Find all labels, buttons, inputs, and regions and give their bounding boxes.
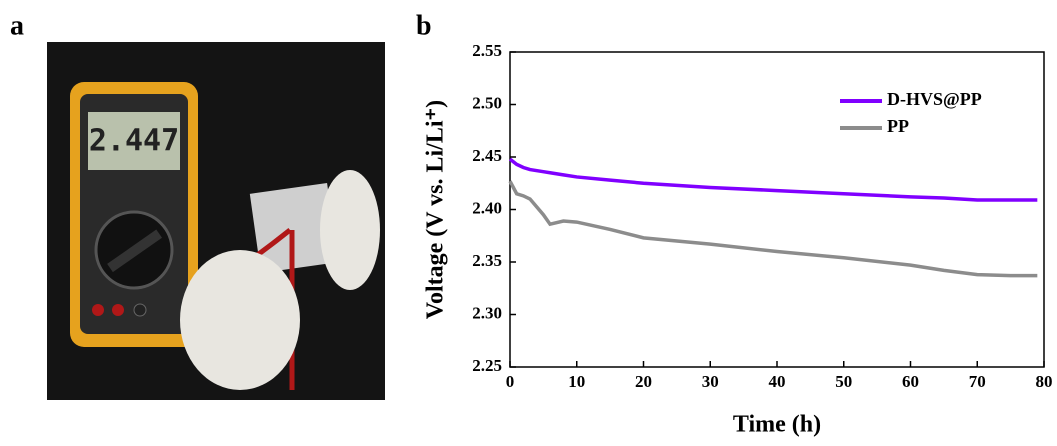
x-tick-label: 10: [568, 372, 585, 391]
legend-label: D-HVS@PP: [887, 89, 982, 109]
y-tick-label: 2.40: [472, 198, 502, 217]
photo: 2.447: [47, 42, 385, 400]
y-tick-label: 2.25: [472, 356, 502, 375]
panel-label: b: [416, 10, 432, 41]
legend-label: PP: [887, 116, 909, 136]
y-tick-label: 2.35: [472, 251, 502, 270]
x-tick-label: 50: [835, 372, 852, 391]
x-tick-label: 80: [1036, 372, 1053, 391]
y-tick-label: 2.45: [472, 146, 502, 165]
y-axis-label: Voltage (V vs. Li/Li⁺): [423, 100, 449, 319]
x-tick-label: 60: [902, 372, 919, 391]
x-tick-label: 0: [506, 372, 515, 391]
x-tick-label: 70: [969, 372, 986, 391]
y-tick-label: 2.50: [472, 93, 502, 112]
x-tick-label: 40: [769, 372, 786, 391]
panel-label: a: [10, 10, 24, 41]
x-axis-label: Time (h): [733, 412, 821, 438]
y-tick-label: 2.55: [472, 41, 502, 60]
y-tick-label: 2.30: [472, 303, 502, 322]
x-tick-label: 30: [702, 372, 719, 391]
x-tick-label: 20: [635, 372, 652, 391]
series-line: [508, 157, 1038, 202]
display-reading: 2.447: [89, 124, 179, 159]
series-line: [508, 180, 1038, 278]
